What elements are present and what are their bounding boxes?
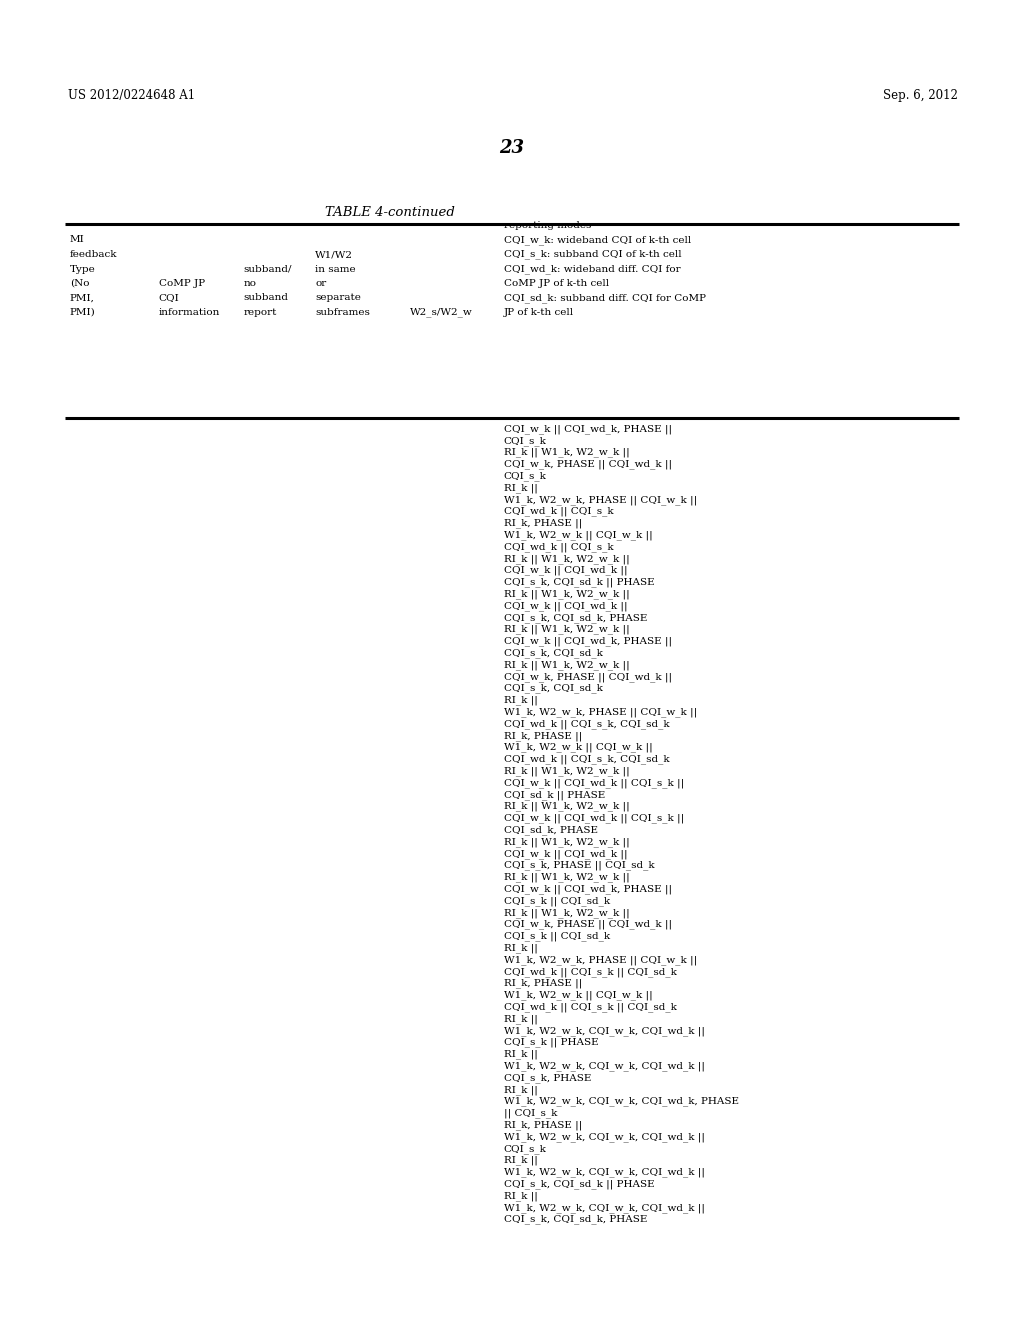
- Text: W1_k, W2_w_k, CQI_w_k, CQI_wd_k ||: W1_k, W2_w_k, CQI_w_k, CQI_wd_k ||: [504, 1203, 705, 1213]
- Text: JP of k-th cell: JP of k-th cell: [504, 308, 573, 317]
- Text: MI: MI: [70, 235, 84, 244]
- Text: separate: separate: [315, 293, 361, 302]
- Text: CQI_s_k: CQI_s_k: [504, 436, 547, 446]
- Text: CQI_s_k, CQI_sd_k, PHASE: CQI_s_k, CQI_sd_k, PHASE: [504, 1214, 647, 1225]
- Text: CQI_sd_k, PHASE: CQI_sd_k, PHASE: [504, 825, 598, 836]
- Text: CQI_wd_k: wideband diff. CQI for: CQI_wd_k: wideband diff. CQI for: [504, 264, 680, 273]
- Text: RI_k ||: RI_k ||: [504, 1191, 538, 1201]
- Text: reporting modes: reporting modes: [504, 222, 591, 231]
- Text: (No: (No: [70, 279, 89, 288]
- Text: PMI,: PMI,: [70, 293, 94, 302]
- Text: RI_k ||: RI_k ||: [504, 483, 538, 492]
- Text: PMI): PMI): [70, 308, 95, 317]
- Text: CQI: CQI: [159, 293, 179, 302]
- Text: CQI_s_k || CQI_sd_k: CQI_s_k || CQI_sd_k: [504, 932, 610, 941]
- Text: RI_k ||: RI_k ||: [504, 1049, 538, 1059]
- Text: Type: Type: [70, 264, 95, 273]
- Text: CQI_wd_k || CQI_s_k: CQI_wd_k || CQI_s_k: [504, 507, 613, 516]
- Text: US 2012/0224648 A1: US 2012/0224648 A1: [68, 88, 196, 102]
- Text: CQI_w_k || CQI_wd_k, PHASE ||: CQI_w_k || CQI_wd_k, PHASE ||: [504, 636, 672, 647]
- Text: CQI_w_k || CQI_wd_k ||: CQI_w_k || CQI_wd_k ||: [504, 601, 628, 611]
- Text: RI_k ||: RI_k ||: [504, 1085, 538, 1094]
- Text: CQI_w_k || CQI_wd_k, PHASE ||: CQI_w_k || CQI_wd_k, PHASE ||: [504, 884, 672, 894]
- Text: no: no: [244, 279, 257, 288]
- Text: CQI_wd_k || CQI_s_k: CQI_wd_k || CQI_s_k: [504, 543, 613, 552]
- Text: CQI_w_k, PHASE || CQI_wd_k ||: CQI_w_k, PHASE || CQI_wd_k ||: [504, 459, 672, 469]
- Text: TABLE 4-continued: TABLE 4-continued: [325, 206, 455, 219]
- Text: CQI_w_k, PHASE || CQI_wd_k ||: CQI_w_k, PHASE || CQI_wd_k ||: [504, 672, 672, 681]
- Text: RI_k || W1_k, W2_w_k ||: RI_k || W1_k, W2_w_k ||: [504, 447, 630, 458]
- Text: CQI_wd_k || CQI_s_k || CQI_sd_k: CQI_wd_k || CQI_s_k || CQI_sd_k: [504, 1002, 677, 1012]
- Text: W1_k, W2_w_k, PHASE || CQI_w_k ||: W1_k, W2_w_k, PHASE || CQI_w_k ||: [504, 956, 697, 965]
- Text: W1_k, W2_w_k, CQI_w_k, CQI_wd_k ||: W1_k, W2_w_k, CQI_w_k, CQI_wd_k ||: [504, 1026, 705, 1036]
- Text: CQI_w_k || CQI_wd_k || CQI_s_k ||: CQI_w_k || CQI_wd_k || CQI_s_k ||: [504, 779, 684, 788]
- Text: RI_k, PHASE ||: RI_k, PHASE ||: [504, 519, 583, 528]
- Text: CQI_s_k, CQI_sd_k: CQI_s_k, CQI_sd_k: [504, 648, 603, 659]
- Text: CQI_sd_k: subband diff. CQI for CoMP: CQI_sd_k: subband diff. CQI for CoMP: [504, 293, 706, 302]
- Text: CQI_s_k, PHASE: CQI_s_k, PHASE: [504, 1073, 591, 1082]
- Text: or: or: [315, 279, 327, 288]
- Text: CQI_w_k || CQI_wd_k ||: CQI_w_k || CQI_wd_k ||: [504, 849, 628, 858]
- Text: Sep. 6, 2012: Sep. 6, 2012: [883, 88, 958, 102]
- Text: CQI_w_k, PHASE || CQI_wd_k ||: CQI_w_k, PHASE || CQI_wd_k ||: [504, 920, 672, 929]
- Text: CQI_s_k, CQI_sd_k || PHASE: CQI_s_k, CQI_sd_k || PHASE: [504, 578, 654, 587]
- Text: RI_k || W1_k, W2_w_k ||: RI_k || W1_k, W2_w_k ||: [504, 660, 630, 669]
- Text: RI_k || W1_k, W2_w_k ||: RI_k || W1_k, W2_w_k ||: [504, 837, 630, 847]
- Text: CQI_s_k: subband CQI of k-th cell: CQI_s_k: subband CQI of k-th cell: [504, 249, 681, 259]
- Text: RI_k, PHASE ||: RI_k, PHASE ||: [504, 731, 583, 741]
- Text: subband/: subband/: [244, 264, 292, 273]
- Text: RI_k ||: RI_k ||: [504, 1156, 538, 1166]
- Text: CQI_s_k, CQI_sd_k, PHASE: CQI_s_k, CQI_sd_k, PHASE: [504, 612, 647, 623]
- Text: W1/W2: W1/W2: [315, 249, 353, 259]
- Text: W2_s/W2_w: W2_s/W2_w: [410, 308, 472, 317]
- Text: CQI_s_k || PHASE: CQI_s_k || PHASE: [504, 1038, 598, 1048]
- Text: CQI_wd_k || CQI_s_k, CQI_sd_k: CQI_wd_k || CQI_s_k, CQI_sd_k: [504, 755, 670, 764]
- Text: W1_k, W2_w_k, PHASE || CQI_w_k ||: W1_k, W2_w_k, PHASE || CQI_w_k ||: [504, 708, 697, 717]
- Text: CQI_s_k, CQI_sd_k: CQI_s_k, CQI_sd_k: [504, 684, 603, 693]
- Text: RI_k ||: RI_k ||: [504, 944, 538, 953]
- Text: CQI_s_k: CQI_s_k: [504, 1144, 547, 1154]
- Text: CQI_sd_k || PHASE: CQI_sd_k || PHASE: [504, 789, 605, 800]
- Text: CQI_w_k || CQI_wd_k, PHASE ||: CQI_w_k || CQI_wd_k, PHASE ||: [504, 424, 672, 434]
- Text: CQI_s_k, CQI_sd_k || PHASE: CQI_s_k, CQI_sd_k || PHASE: [504, 1179, 654, 1189]
- Text: W1_k, W2_w_k, CQI_w_k, CQI_wd_k, PHASE: W1_k, W2_w_k, CQI_w_k, CQI_wd_k, PHASE: [504, 1097, 738, 1106]
- Text: CQI_s_k || CQI_sd_k: CQI_s_k || CQI_sd_k: [504, 896, 610, 906]
- Text: RI_k, PHASE ||: RI_k, PHASE ||: [504, 978, 583, 989]
- Text: W1_k, W2_w_k, CQI_w_k, CQI_wd_k ||: W1_k, W2_w_k, CQI_w_k, CQI_wd_k ||: [504, 1168, 705, 1177]
- Text: W1_k, W2_w_k || CQI_w_k ||: W1_k, W2_w_k || CQI_w_k ||: [504, 990, 652, 1001]
- Text: CQI_wd_k || CQI_s_k || CQI_sd_k: CQI_wd_k || CQI_s_k || CQI_sd_k: [504, 968, 677, 977]
- Text: CQI_w_k: wideband CQI of k-th cell: CQI_w_k: wideband CQI of k-th cell: [504, 235, 691, 244]
- Text: W1_k, W2_w_k || CQI_w_k ||: W1_k, W2_w_k || CQI_w_k ||: [504, 531, 652, 540]
- Text: CQI_wd_k || CQI_s_k, CQI_sd_k: CQI_wd_k || CQI_s_k, CQI_sd_k: [504, 719, 670, 729]
- Text: W1_k, W2_w_k, PHASE || CQI_w_k ||: W1_k, W2_w_k, PHASE || CQI_w_k ||: [504, 495, 697, 504]
- Text: W1_k, W2_w_k, CQI_w_k, CQI_wd_k ||: W1_k, W2_w_k, CQI_w_k, CQI_wd_k ||: [504, 1061, 705, 1071]
- Text: || CQI_s_k: || CQI_s_k: [504, 1109, 557, 1118]
- Text: information: information: [159, 308, 220, 317]
- Text: RI_k, PHASE ||: RI_k, PHASE ||: [504, 1121, 583, 1130]
- Text: subframes: subframes: [315, 308, 371, 317]
- Text: 23: 23: [500, 139, 524, 157]
- Text: RI_k ||: RI_k ||: [504, 696, 538, 705]
- Text: RI_k || W1_k, W2_w_k ||: RI_k || W1_k, W2_w_k ||: [504, 589, 630, 599]
- Text: RI_k || W1_k, W2_w_k ||: RI_k || W1_k, W2_w_k ||: [504, 908, 630, 917]
- Text: CQI_w_k || CQI_wd_k ||: CQI_w_k || CQI_wd_k ||: [504, 566, 628, 576]
- Text: CQI_s_k: CQI_s_k: [504, 471, 547, 480]
- Text: report: report: [244, 308, 278, 317]
- Text: CoMP JP: CoMP JP: [159, 279, 205, 288]
- Text: W1_k, W2_w_k || CQI_w_k ||: W1_k, W2_w_k || CQI_w_k ||: [504, 743, 652, 752]
- Text: RI_k || W1_k, W2_w_k ||: RI_k || W1_k, W2_w_k ||: [504, 624, 630, 635]
- Text: subband: subband: [244, 293, 289, 302]
- Text: RI_k ||: RI_k ||: [504, 1014, 538, 1024]
- Text: CQI_s_k, PHASE || CQI_sd_k: CQI_s_k, PHASE || CQI_sd_k: [504, 861, 654, 870]
- Text: RI_k || W1_k, W2_w_k ||: RI_k || W1_k, W2_w_k ||: [504, 873, 630, 882]
- Text: feedback: feedback: [70, 249, 117, 259]
- Text: RI_k || W1_k, W2_w_k ||: RI_k || W1_k, W2_w_k ||: [504, 554, 630, 564]
- Text: W1_k, W2_w_k, CQI_w_k, CQI_wd_k ||: W1_k, W2_w_k, CQI_w_k, CQI_wd_k ||: [504, 1133, 705, 1142]
- Text: CQI_w_k || CQI_wd_k || CQI_s_k ||: CQI_w_k || CQI_wd_k || CQI_s_k ||: [504, 813, 684, 824]
- Text: RI_k || W1_k, W2_w_k ||: RI_k || W1_k, W2_w_k ||: [504, 767, 630, 776]
- Text: CoMP JP of k-th cell: CoMP JP of k-th cell: [504, 279, 609, 288]
- Text: in same: in same: [315, 264, 356, 273]
- Text: RI_k || W1_k, W2_w_k ||: RI_k || W1_k, W2_w_k ||: [504, 801, 630, 812]
